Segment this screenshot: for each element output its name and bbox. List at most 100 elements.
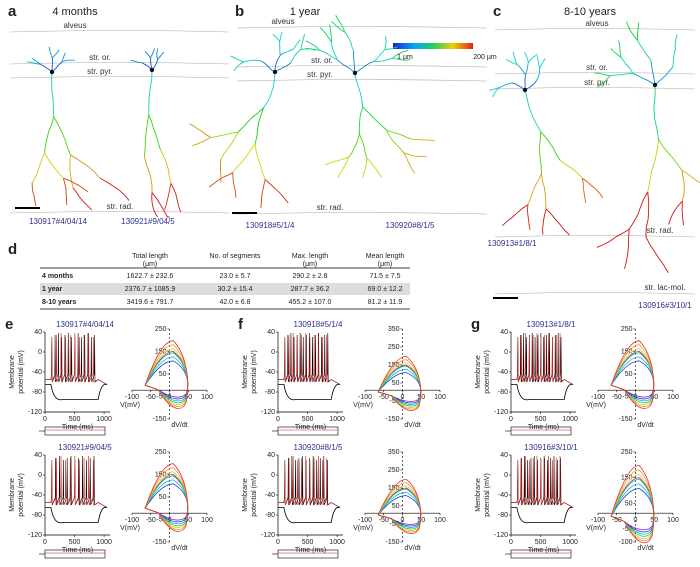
dendrite: [672, 49, 676, 68]
layer-label: str. or.: [586, 63, 608, 72]
y-tick-label: -40: [498, 492, 508, 499]
table-cell: 30.2 ± 15.4: [218, 286, 253, 293]
trace: [511, 332, 574, 385]
panel-label: g: [471, 316, 480, 333]
y-axis-label: dV/dt: [171, 545, 187, 552]
dendrite: [164, 183, 172, 210]
dendrite: [650, 60, 656, 86]
x-tick-label: 0: [401, 517, 405, 524]
dendrite: [220, 132, 239, 160]
dendrite: [502, 204, 529, 227]
y-tick-label: -150: [385, 416, 399, 423]
dendrite: [527, 54, 538, 63]
trace: [45, 332, 108, 385]
x-tick-label: 500: [535, 539, 547, 546]
dendrite: [674, 34, 678, 50]
y-tick-label: -120: [494, 409, 508, 416]
layer-label: str. or.: [89, 53, 111, 62]
x-tick-label: 50: [417, 517, 425, 524]
x-tick-label: -50: [612, 517, 622, 524]
x-tick-label: 1000: [96, 416, 112, 423]
dendrite: [668, 200, 683, 225]
y-tick-label: 0: [38, 472, 42, 479]
y-tick-label: 150: [388, 485, 400, 492]
dendrite: [540, 131, 561, 161]
y-tick-label: 40: [500, 329, 508, 336]
soma: [652, 82, 658, 88]
dendrite: [143, 156, 153, 193]
trace: [45, 455, 108, 508]
dendrite: [331, 42, 338, 61]
y-tick-label: -50: [156, 393, 166, 400]
layer-label: alveus: [63, 21, 86, 30]
dendrite: [348, 133, 360, 158]
cell-id: 130921#9/04/5: [121, 217, 175, 226]
dendrite: [272, 34, 281, 42]
dendrite: [624, 229, 630, 269]
dendrite: [260, 60, 276, 73]
dendrite: [524, 52, 529, 63]
y-axis-label: potential (mV): [251, 473, 258, 517]
dendrite: [48, 46, 53, 59]
layer-label: str. rad.: [647, 226, 674, 235]
dendrite: [645, 236, 669, 274]
x-tick-label: -100: [125, 517, 139, 524]
layer-label: str. rad.: [107, 202, 134, 211]
dendrite: [386, 129, 412, 140]
y-tick-label: -150: [385, 539, 399, 546]
colorbar: [393, 43, 473, 49]
x-tick-label: 50: [184, 517, 192, 524]
dendrite: [582, 178, 604, 199]
cell-id: 130916#3/10/1: [638, 301, 692, 310]
dendrite: [61, 59, 75, 63]
dendrite: [489, 87, 500, 91]
x-axis-label: Time (ms): [62, 424, 93, 431]
layer-label: alveus: [271, 17, 294, 26]
table-cell: 81.2 ± 11.9: [368, 299, 403, 306]
trace: [278, 455, 341, 508]
y-tick-label: 40: [267, 452, 275, 459]
trace: [278, 332, 341, 385]
x-tick-label: -50: [612, 394, 622, 401]
layer-boundary: [494, 72, 696, 75]
y-tick-label: -100: [618, 539, 632, 546]
dendrite: [647, 139, 660, 193]
dendrite: [170, 183, 182, 213]
dendrite: [192, 137, 211, 147]
dendrite: [210, 131, 238, 138]
y-tick-label: 50: [159, 371, 167, 378]
dendrite: [681, 170, 685, 202]
table-cell: 3419.6 ± 791.7: [127, 299, 174, 306]
y-tick-label: -80: [32, 512, 42, 519]
x-tick-label: 100: [201, 517, 213, 524]
dendrite: [654, 66, 673, 86]
panel-label: b: [235, 3, 244, 20]
y-tick-label: -50: [622, 393, 632, 400]
x-axis-label: Time (ms): [295, 547, 326, 554]
dendrite: [99, 177, 130, 201]
x-axis-label: V(mV): [120, 525, 140, 532]
trace: [45, 383, 108, 401]
dendrite: [52, 49, 60, 59]
dendrite: [353, 51, 356, 74]
x-axis-label: Time (ms): [295, 424, 326, 431]
dendrite: [384, 35, 387, 50]
dendrite: [559, 160, 583, 179]
y-tick-label: 350: [388, 326, 400, 333]
row-shade: [40, 283, 410, 295]
dendrite: [610, 72, 633, 77]
panel-title: 4 months: [52, 6, 98, 18]
table-header: (μm): [303, 261, 318, 268]
y-tick-label: 250: [388, 344, 400, 351]
soma: [522, 87, 528, 93]
dendrite: [645, 191, 650, 237]
dendrite: [386, 129, 405, 154]
dendrite: [492, 87, 500, 98]
dendrite: [681, 169, 700, 184]
y-tick-label: 350: [388, 449, 400, 456]
dendrite: [366, 157, 383, 178]
dendrite: [542, 208, 547, 235]
trace: [278, 506, 341, 524]
dendrite: [618, 40, 622, 58]
